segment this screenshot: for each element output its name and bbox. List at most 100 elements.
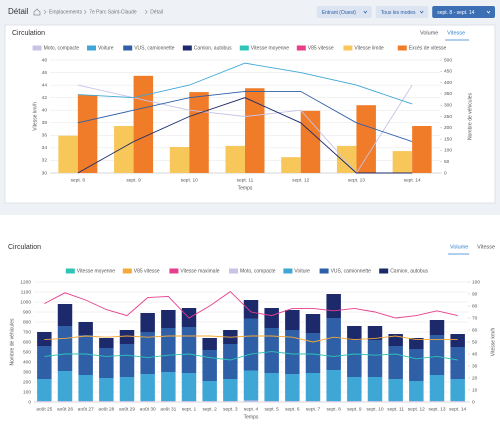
home-icon[interactable] — [33, 8, 41, 16]
filter-button[interactable] — [316, 6, 372, 18]
legend-label[interactable]: Camion, autobus — [194, 45, 232, 51]
legend-label[interactable]: Vitesse limite — [354, 45, 384, 51]
bar — [119, 330, 135, 344]
bar — [412, 125, 432, 173]
bar — [429, 320, 445, 335]
bar — [133, 75, 154, 173]
bar — [161, 372, 176, 401]
bar — [77, 95, 98, 173]
y-tick-label: 400 — [23, 359, 31, 365]
legend-label[interactable]: Excès de vitesse — [409, 45, 447, 51]
bar — [264, 328, 279, 373]
y-tick-label: 1100 — [21, 289, 32, 295]
bar — [78, 335, 93, 375]
bar — [202, 350, 217, 381]
bar — [114, 125, 134, 173]
bar — [243, 318, 259, 371]
x-tick-label: sept. 6 — [285, 406, 300, 412]
x-tick-label: sept. 1 — [182, 406, 197, 412]
x-tick-label: sept. 5 — [264, 406, 279, 412]
filter-label[interactable]: sept. 8 - sept. 14 — [437, 10, 474, 16]
legend-label[interactable]: Vitesse maximale — [180, 268, 219, 274]
bar — [245, 88, 265, 173]
x-tick-label: août 29 — [119, 406, 135, 412]
bar — [202, 338, 217, 350]
x-tick-label: sept. 2 — [202, 406, 217, 412]
legend-swatch — [283, 268, 293, 274]
legend-label[interactable]: Camion, autobus — [390, 268, 428, 274]
tab[interactable]: Vitesse — [447, 30, 465, 36]
bar — [78, 322, 93, 335]
filter-button[interactable] — [432, 6, 495, 18]
legend-swatch — [32, 45, 42, 51]
bar — [119, 377, 135, 401]
y-tick-label: 48 — [42, 57, 48, 63]
x-tick-label: sept. 14 — [404, 177, 421, 183]
x-axis-title: Temps — [244, 414, 259, 420]
bar — [119, 344, 135, 377]
chart-title: Circulation — [12, 30, 45, 37]
legend-label[interactable]: Moto, compacte — [44, 45, 80, 51]
filter-label[interactable]: Entrant (Ouest) — [322, 10, 357, 16]
x-tick-label: sept. 12 — [408, 406, 425, 412]
bar — [367, 326, 383, 340]
y2-tick-label: 10 — [472, 387, 478, 393]
bar — [37, 401, 52, 402]
y2-tick-label: 60 — [472, 327, 478, 333]
y2-tick-label: 300 — [444, 102, 452, 108]
bar — [169, 147, 190, 173]
bar — [326, 318, 341, 370]
breadcrumb-item[interactable]: 7e Parc Saint-Claude — [89, 9, 137, 15]
tab[interactable]: Vitesse — [477, 244, 495, 250]
dropdown-icon — [486, 10, 491, 14]
tab[interactable]: Volume — [450, 244, 468, 250]
bar — [37, 346, 52, 379]
bar — [140, 401, 155, 402]
legend-label[interactable]: Vitesse moyenne — [251, 45, 289, 51]
bar — [140, 313, 155, 332]
legend-swatch — [379, 268, 389, 274]
y-tick-label: 200 — [23, 379, 31, 385]
legend-swatch — [122, 268, 132, 274]
y-tick-label: 100 — [23, 389, 31, 395]
legend-label[interactable]: VUS, camionnette — [331, 268, 372, 274]
legend-label[interactable]: Vitesse moyenne — [77, 268, 115, 274]
y2-tick-label: 80 — [472, 303, 478, 309]
y2-tick-label: 100 — [472, 279, 480, 285]
y-tick-label: 32 — [42, 158, 48, 164]
bar — [78, 375, 93, 401]
legend-label[interactable]: VUS, camionnette — [134, 45, 175, 51]
y-tick-label: 500 — [23, 349, 31, 355]
breadcrumb-item: Détail — [150, 9, 163, 15]
bar — [57, 304, 73, 326]
bar — [367, 377, 383, 401]
bar — [347, 340, 362, 377]
bar — [37, 379, 52, 401]
legend-label[interactable]: Voiture — [98, 45, 114, 51]
tab[interactable]: Volume — [420, 30, 438, 36]
filter-label[interactable]: Tous les modes — [381, 10, 416, 16]
legend-swatch — [123, 45, 133, 51]
breadcrumb-item[interactable]: Emplacements — [49, 9, 83, 15]
x-tick-label: sept. 13 — [428, 406, 445, 412]
legend-label[interactable]: V85 vitesse — [308, 45, 334, 51]
bar — [429, 375, 445, 401]
y2-tick-label: 40 — [472, 351, 478, 357]
bar — [450, 379, 465, 401]
bar — [429, 401, 445, 402]
dropdown-icon — [363, 10, 368, 14]
filter-button[interactable] — [375, 6, 429, 18]
legend-label[interactable]: Moto, compacte — [240, 268, 276, 274]
bar — [367, 401, 383, 402]
y2-tick-label: 90 — [472, 291, 478, 297]
y-tick-label: 30 — [42, 170, 48, 176]
legend-swatch — [87, 45, 96, 51]
y-tick-label: 900 — [23, 309, 31, 315]
x-tick-label: sept. 9 — [347, 406, 362, 412]
bar — [264, 401, 279, 402]
bar — [281, 157, 301, 173]
legend-label[interactable]: V85 vitesse — [134, 268, 160, 274]
legend-label[interactable]: Voiture — [294, 268, 310, 274]
chart-title: Circulation — [8, 244, 41, 251]
legend-swatch — [296, 45, 306, 51]
